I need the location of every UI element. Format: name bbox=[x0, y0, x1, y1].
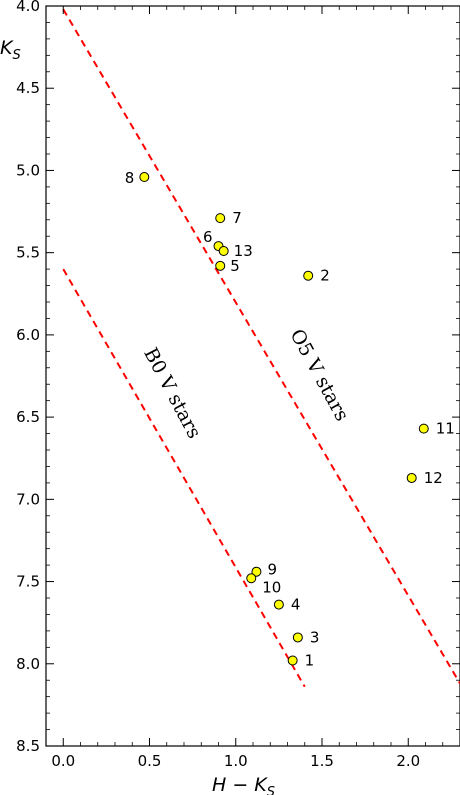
y-axis-title-sub: S bbox=[12, 48, 20, 63]
data-point-7 bbox=[215, 213, 226, 224]
data-point-8 bbox=[139, 172, 150, 183]
axis-ticks: 4.0 4.5 5.0 5.5 6.0 6.5 7.0 7.5 8.0 8.5 0.0 0.5 1.0 1… bbox=[16, 0, 460, 770]
x-tick-label: 0.5 bbox=[138, 752, 162, 770]
y-tick-label: 7.5 bbox=[16, 573, 40, 591]
point-label-10: 10 bbox=[262, 578, 281, 596]
x-axis-title: H − KS bbox=[212, 774, 275, 795]
point-label-3: 3 bbox=[310, 628, 320, 646]
data-point-13 bbox=[218, 246, 229, 257]
point-label-4: 4 bbox=[291, 596, 301, 614]
point-label-11: 11 bbox=[436, 420, 455, 438]
data-point-4 bbox=[273, 599, 284, 610]
data-point-12 bbox=[406, 472, 417, 483]
y-axis-title-main: K bbox=[0, 37, 14, 59]
x-tick-label: 0.0 bbox=[51, 752, 75, 770]
y-tick-label: 6.5 bbox=[16, 408, 40, 426]
point-label-7: 7 bbox=[232, 209, 242, 227]
reference-lines bbox=[62, 8, 460, 688]
data-point-5 bbox=[215, 260, 226, 271]
point-label-9: 9 bbox=[267, 561, 277, 579]
point-label-13: 13 bbox=[234, 242, 253, 260]
y-axis-title: KS bbox=[0, 37, 21, 63]
data-point-10 bbox=[246, 573, 257, 584]
x-tick-label: 1.0 bbox=[224, 752, 248, 770]
o5v-line-label: O5 V stars bbox=[286, 326, 354, 425]
plot-frame bbox=[45, 5, 460, 747]
x-tick-label: 2.0 bbox=[396, 752, 420, 770]
data-point-2 bbox=[303, 270, 314, 281]
x-axis-title-main: H − K bbox=[212, 774, 268, 795]
y-tick-label: 5.0 bbox=[16, 161, 40, 179]
y-tick-label: 7.0 bbox=[16, 490, 40, 508]
point-label-1: 1 bbox=[305, 651, 315, 669]
point-label-6: 6 bbox=[203, 228, 213, 246]
x-tick-label: 1.5 bbox=[310, 752, 334, 770]
data-point-1 bbox=[287, 655, 298, 666]
y-tick-label: 8.0 bbox=[16, 655, 40, 673]
point-label-8: 8 bbox=[125, 169, 135, 187]
point-label-5: 5 bbox=[230, 257, 240, 275]
y-tick-label: 4.5 bbox=[16, 79, 40, 97]
data-point-11 bbox=[418, 423, 429, 434]
y-tick-label: 5.5 bbox=[16, 244, 40, 262]
b0v-line-label: B0 V stars bbox=[139, 344, 205, 442]
y-tick-label: 8.5 bbox=[16, 737, 40, 755]
x-axis-title-sub: S bbox=[267, 785, 275, 795]
b0v-line bbox=[62, 268, 306, 688]
point-label-2: 2 bbox=[320, 267, 330, 285]
y-tick-label: 4.0 bbox=[16, 0, 40, 15]
y-tick-label: 6.0 bbox=[16, 326, 40, 344]
o5v-line bbox=[62, 8, 460, 685]
data-point-9 bbox=[251, 566, 262, 577]
data-point-3 bbox=[292, 632, 303, 643]
point-label-12: 12 bbox=[424, 469, 443, 487]
